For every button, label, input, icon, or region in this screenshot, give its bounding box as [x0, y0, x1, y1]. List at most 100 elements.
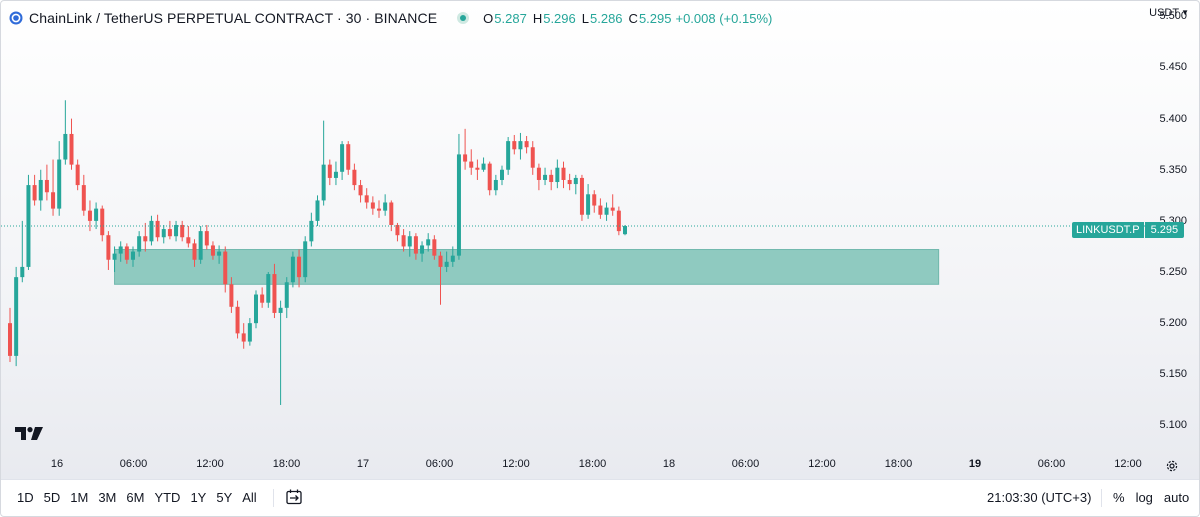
low-label: L — [581, 10, 589, 26]
candle-body — [383, 202, 388, 211]
candle — [87, 200, 92, 232]
candle-body — [450, 255, 455, 262]
candle — [481, 157, 486, 172]
symbol-legend: ChainLink / TetherUS PERPETUAL CONTRACT … — [9, 7, 772, 29]
candle-body — [112, 253, 117, 260]
candle — [444, 251, 449, 273]
toolbar-divider — [1101, 489, 1102, 507]
time-axis-label: 12:00 — [808, 458, 836, 470]
time-axis-label: 06:00 — [731, 458, 760, 470]
candle-body — [8, 323, 12, 356]
range-button-6m[interactable]: 6M — [126, 490, 145, 505]
symbol-title[interactable]: ChainLink / TetherUS PERPETUAL CONTRACT … — [29, 10, 438, 26]
candle-body — [549, 174, 554, 183]
candle — [217, 245, 222, 264]
candle — [124, 243, 129, 264]
candle-body — [38, 179, 43, 201]
candle-body — [149, 220, 154, 242]
candle — [290, 251, 295, 288]
timezone-clock[interactable]: 21:03:30 (UTC+3) — [987, 490, 1092, 505]
candle — [327, 159, 332, 186]
candle — [254, 290, 258, 329]
candle-body — [143, 236, 148, 242]
open-value: 5.287 — [494, 10, 527, 26]
candle-body — [463, 154, 468, 162]
candle — [192, 239, 197, 267]
market-status-icon[interactable] — [457, 12, 470, 24]
candle-body — [235, 306, 240, 334]
candle-body — [32, 185, 37, 201]
candle — [149, 215, 154, 246]
candle-body — [131, 251, 135, 260]
candle — [204, 224, 209, 250]
candle — [38, 169, 43, 211]
range-button-3m[interactable]: 3M — [98, 490, 117, 505]
time-axis[interactable]: 16 06:00 12:00 18:00 17 06:00 12:00 18:00 18 06:0… — [1, 454, 1145, 476]
candle-body — [616, 210, 621, 232]
candle-body — [315, 200, 320, 221]
candle-body — [401, 235, 406, 247]
candle-body — [254, 294, 258, 324]
candle-body — [536, 167, 541, 180]
time-axis-label: 17 — [356, 458, 370, 470]
range-button-5d[interactable]: 5D — [43, 490, 61, 505]
candle — [167, 220, 172, 240]
auto-scale-button[interactable]: auto — [1163, 490, 1190, 505]
candle-body — [370, 202, 375, 209]
candle-body — [44, 179, 49, 193]
bottom-toolbar: 1D 5D 1M 3M 6M YTD 1Y 5Y All 21:03:30 (UTC+3) % … — [1, 479, 1199, 516]
candle — [241, 323, 246, 349]
candle — [438, 251, 443, 305]
candle-body — [94, 208, 99, 221]
candle — [51, 159, 56, 216]
support-zone-rectangle[interactable] — [114, 249, 940, 285]
candle-body — [124, 246, 129, 260]
candle-body — [456, 154, 461, 256]
high-value: 5.296 — [543, 10, 576, 26]
range-button-ytd[interactable]: YTD — [154, 490, 181, 505]
range-button-1y[interactable]: 1Y — [190, 490, 207, 505]
candle — [247, 318, 252, 346]
chart-plot-area[interactable] — [1, 1, 1145, 451]
candle — [475, 159, 480, 180]
candle — [352, 163, 357, 191]
gear-icon[interactable] — [1165, 459, 1179, 473]
range-button-all[interactable]: All — [242, 490, 257, 505]
candle — [432, 235, 437, 260]
candle — [579, 174, 584, 221]
close-label: C — [628, 10, 638, 26]
change-value: +0.008 (+0.15%) — [675, 10, 773, 26]
percent-scale-button[interactable]: % — [1113, 490, 1125, 505]
time-axis-label: 06:00 — [425, 458, 454, 470]
tradingview-logo-icon[interactable] — [15, 427, 43, 441]
time-axis-label: 06:00 — [1037, 458, 1066, 470]
candle — [333, 161, 338, 186]
candle — [235, 300, 240, 339]
candle-body — [407, 236, 412, 247]
range-button-1d[interactable]: 1D — [17, 490, 34, 505]
time-axis-label: 18:00 — [272, 458, 301, 470]
candle-body — [137, 236, 142, 252]
candle — [524, 136, 529, 154]
log-scale-button[interactable]: log — [1135, 490, 1153, 505]
go-to-date-icon[interactable] — [285, 488, 303, 506]
candle — [69, 118, 74, 170]
price-axis-label: 5.450 — [1159, 61, 1187, 74]
candle — [500, 165, 504, 186]
candle — [278, 300, 283, 405]
candle-body — [192, 243, 197, 260]
candle — [555, 159, 560, 189]
range-button-1m[interactable]: 1M — [70, 490, 89, 505]
candle-body — [426, 239, 431, 246]
candle — [383, 194, 388, 216]
candle-body — [14, 277, 19, 356]
candle — [32, 174, 37, 206]
range-button-5y[interactable]: 5Y — [216, 490, 233, 505]
ohlc-values: O5.287 H5.296 L5.286 C5.295 +0.008 (+0.15… — [483, 11, 772, 26]
candle-body — [69, 133, 74, 165]
candle-body — [555, 167, 560, 183]
candle-body — [610, 207, 615, 211]
candle — [358, 179, 363, 203]
currency-selector[interactable]: USDT ▼ — [1149, 7, 1189, 19]
candle — [536, 163, 541, 191]
